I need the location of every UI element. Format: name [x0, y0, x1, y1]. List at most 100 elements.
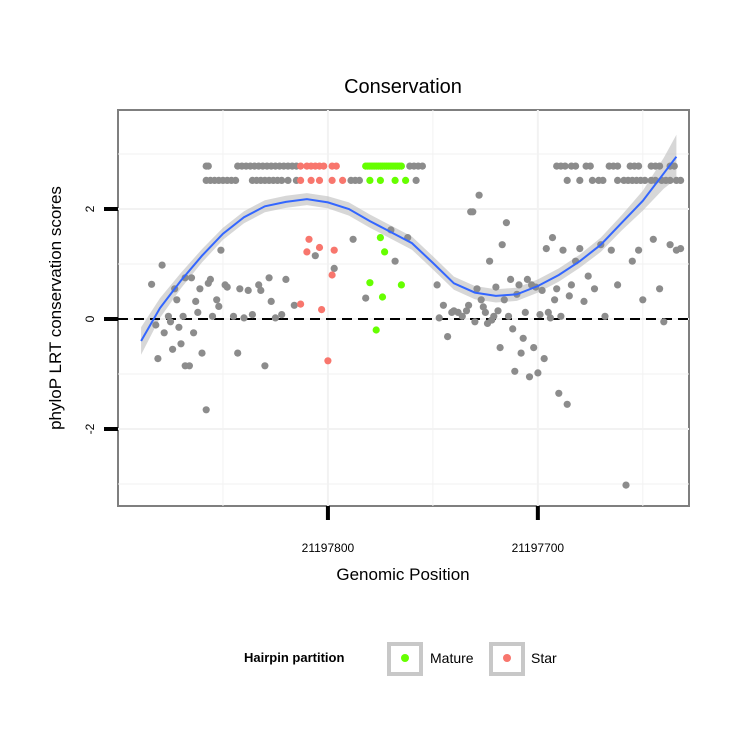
point-other-62 [576, 176, 584, 184]
chart-title: Conservation [344, 76, 462, 98]
y-tick-label-0: -2 [83, 423, 97, 434]
legend-title: Hairpin partition [244, 650, 344, 665]
point-other-25 [572, 162, 580, 170]
point-other-77 [666, 176, 674, 184]
point-other-27 [586, 162, 594, 170]
point-star-10 [315, 176, 324, 184]
point-other-72 [641, 176, 649, 184]
point-other-177 [538, 286, 546, 294]
point-other-205 [656, 285, 664, 293]
point-other-169 [521, 308, 529, 316]
point-star-5 [320, 162, 328, 170]
point-mature-19 [376, 176, 384, 184]
point-other-86 [166, 318, 175, 326]
point-other-140 [458, 312, 466, 320]
point-other-20 [418, 162, 426, 170]
smooth-confidence-ribbon [141, 134, 677, 355]
smooth-line-layer [140, 156, 678, 342]
point-star-9 [307, 176, 315, 184]
point-other-147 [475, 191, 483, 199]
point-other-33 [635, 162, 643, 170]
point-other-155 [492, 283, 500, 291]
point-other-186 [557, 312, 565, 320]
point-star-19 [318, 306, 326, 314]
point-other-136 [444, 333, 452, 341]
point-other-90 [175, 323, 183, 331]
point-other-59 [355, 176, 363, 184]
smooth-fit-line [140, 156, 678, 342]
point-other-145 [471, 318, 479, 326]
point-other-129 [362, 294, 370, 302]
point-other-190 [567, 281, 576, 289]
point-other-133 [433, 281, 441, 289]
legend-label-star: Star [531, 650, 557, 666]
y-tick-label-1: 0 [83, 315, 97, 322]
x-tick-label-0: 21197800 [302, 541, 355, 555]
point-mature-23 [381, 248, 389, 256]
point-mature-17 [397, 162, 405, 170]
point-other-207 [666, 241, 674, 249]
point-other-175 [534, 369, 542, 377]
point-other-152 [486, 257, 494, 265]
point-other-97 [190, 329, 198, 337]
point-other-189 [565, 292, 573, 300]
point-other-176 [536, 311, 544, 319]
point-star-18 [297, 300, 305, 308]
legend: Hairpin partition Mature Star [244, 642, 557, 676]
point-other-185 [555, 389, 563, 397]
point-other-184 [553, 285, 561, 293]
point-mature-24 [366, 279, 374, 287]
point-other-148 [477, 296, 485, 304]
point-other-192 [576, 245, 584, 253]
point-other-114 [240, 314, 248, 322]
point-other-160 [502, 219, 510, 227]
point-other-168 [519, 334, 527, 342]
point-other-167 [517, 349, 525, 357]
y-tick-label-2: 2 [83, 205, 97, 212]
point-other-91 [177, 340, 185, 348]
point-mature-25 [397, 281, 405, 289]
point-other-63 [588, 176, 597, 184]
point-other-23 [561, 162, 569, 170]
point-other-188 [563, 400, 571, 408]
point-other-183 [551, 296, 559, 304]
point-other-38 [670, 162, 678, 170]
point-other-181 [546, 314, 555, 322]
point-other-105 [208, 312, 217, 320]
point-other-135 [439, 301, 447, 309]
point-other-84 [160, 329, 168, 337]
point-star-12 [339, 176, 347, 184]
point-star-14 [315, 243, 324, 252]
point-other-96 [187, 274, 196, 282]
point-other-102 [202, 406, 210, 414]
point-other-128 [349, 235, 357, 243]
legend-dot-star [503, 654, 511, 662]
point-other-1 [204, 162, 212, 170]
point-other-154 [490, 312, 498, 320]
point-other-202 [635, 246, 643, 254]
point-other-123 [278, 311, 286, 319]
point-other-126 [311, 252, 319, 260]
point-other-98 [192, 297, 200, 305]
point-other-121 [267, 297, 275, 305]
point-other-161 [504, 312, 513, 320]
point-other-65 [599, 176, 607, 184]
point-other-193 [580, 297, 588, 305]
point-other-116 [248, 311, 256, 319]
x-tick-label-1: 21197700 [512, 541, 565, 555]
point-other-178 [540, 355, 548, 363]
point-other-209 [677, 245, 685, 253]
point-other-60 [412, 176, 420, 184]
smooth-ribbon-layer [141, 134, 677, 355]
point-other-92 [179, 312, 187, 320]
point-other-187 [559, 246, 567, 254]
point-other-54 [278, 176, 286, 184]
point-other-206 [660, 318, 668, 326]
point-other-150 [481, 308, 489, 316]
point-other-112 [234, 349, 242, 357]
point-other-131 [391, 257, 399, 265]
point-other-115 [244, 286, 252, 294]
point-other-179 [542, 245, 550, 253]
point-other-106 [213, 296, 221, 304]
point-other-156 [494, 307, 502, 315]
